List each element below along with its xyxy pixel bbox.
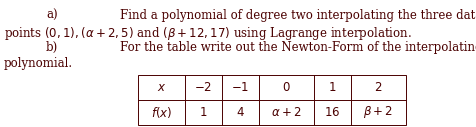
Text: For the table write out the Newton-Form of the interpolating: For the table write out the Newton-Form … (120, 41, 476, 54)
Text: $16$: $16$ (324, 106, 341, 119)
Text: $1$: $1$ (199, 106, 208, 119)
Text: points $(0, 1), (\alpha + 2, 5)$ and $(\beta + 12, 17)$ using Lagrange interpola: points $(0, 1), (\alpha + 2, 5)$ and $(\… (4, 25, 412, 42)
Text: $\alpha + 2$: $\alpha + 2$ (271, 106, 302, 119)
Bar (138, 75, 406, 125)
Text: $-1$: $-1$ (231, 81, 249, 94)
Text: Find a polynomial of degree two interpolating the three data: Find a polynomial of degree two interpol… (120, 9, 476, 22)
Text: b): b) (46, 41, 58, 54)
Text: $2$: $2$ (374, 81, 383, 94)
Text: $4$: $4$ (236, 106, 245, 119)
Text: $-2$: $-2$ (194, 81, 213, 94)
Text: $f(x)$: $f(x)$ (151, 105, 172, 120)
Text: $x$: $x$ (157, 81, 166, 94)
Text: polynomial.: polynomial. (4, 57, 73, 70)
Text: $0$: $0$ (282, 81, 291, 94)
Text: $\beta + 2$: $\beta + 2$ (363, 105, 394, 121)
Text: a): a) (46, 9, 58, 22)
Text: $1$: $1$ (328, 81, 337, 94)
